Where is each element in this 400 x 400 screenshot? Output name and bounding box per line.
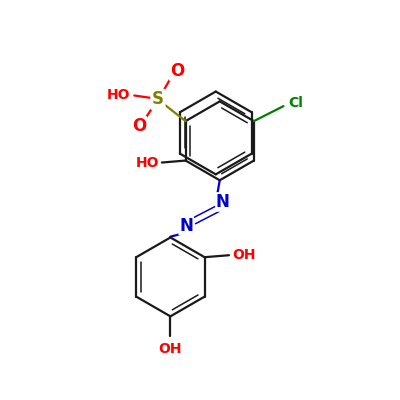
Text: S: S bbox=[152, 90, 164, 108]
Text: N: N bbox=[216, 193, 230, 211]
Text: OH: OH bbox=[232, 248, 256, 262]
Text: HO: HO bbox=[136, 156, 159, 170]
Text: O: O bbox=[170, 62, 184, 80]
Text: N: N bbox=[179, 217, 193, 235]
Text: OH: OH bbox=[159, 342, 182, 356]
Text: HO: HO bbox=[107, 88, 130, 102]
Text: O: O bbox=[132, 117, 146, 135]
Text: Cl: Cl bbox=[289, 96, 304, 110]
